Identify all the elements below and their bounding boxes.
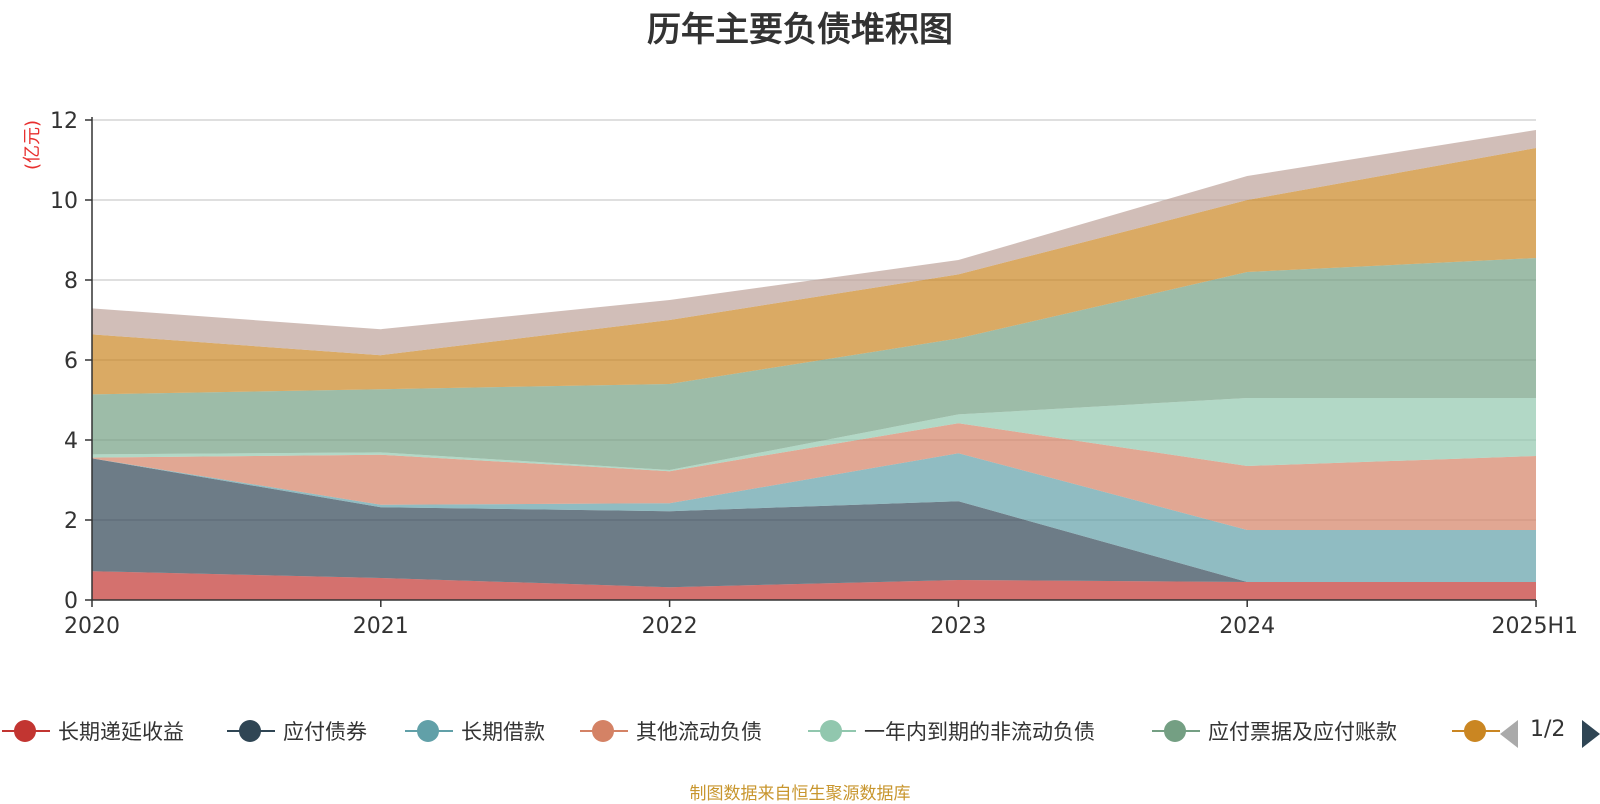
x-tick-label: 2021 <box>353 614 409 639</box>
area-series-0 <box>92 571 1536 600</box>
legend-marker-icon <box>1150 713 1202 749</box>
legend-page-indicator: 1/2 <box>1530 717 1566 742</box>
legend-item[interactable]: 其他流动负债 <box>578 713 762 749</box>
legend-item[interactable]: 一年内到期的非流动负债 <box>806 713 1095 749</box>
x-tick-label: 2022 <box>642 614 698 639</box>
legend-label: 长期递延收益 <box>58 720 184 744</box>
source-footer: 制图数据来自恒生聚源数据库 <box>689 784 911 804</box>
area-series <box>92 130 1536 600</box>
area-series-4 <box>92 398 1536 472</box>
legend-item[interactable]: 应付票据及应付账款 <box>1150 713 1397 749</box>
legend-label: 应付票据及应付账款 <box>1208 720 1397 744</box>
legend-pager: 1/2 <box>1500 713 1600 749</box>
legend-marker-icon <box>578 713 630 749</box>
area-series-1 <box>92 458 1536 588</box>
legend-marker-icon <box>0 713 52 749</box>
chart-title: 历年主要负债堆积图 <box>647 10 953 50</box>
y-tick-label: 0 <box>64 589 78 614</box>
y-axis-label: (亿元) <box>22 120 43 170</box>
area-series-2 <box>92 453 1536 582</box>
legend-label: 长期借款 <box>461 720 545 744</box>
legend-item[interactable]: 应付债券 <box>225 713 367 749</box>
x-tick-label: 2024 <box>1219 614 1275 639</box>
legend-marker-icon <box>806 713 858 749</box>
area-series-5 <box>92 258 1536 470</box>
legend-label: 应付债券 <box>283 720 367 744</box>
legend-next-page-button[interactable] <box>1582 720 1600 748</box>
legend-item[interactable] <box>1450 713 1502 749</box>
area-series-3 <box>92 423 1536 530</box>
legend-marker-icon <box>403 713 455 749</box>
y-tick-label: 12 <box>50 109 78 134</box>
area-series-6 <box>92 148 1536 395</box>
x-tick-label: 2025H1 <box>1491 614 1578 639</box>
axes: 0 2 4 6 8 10 12 2020 2021 2022 2023 2024 2025H1 (亿元) <box>22 109 1578 639</box>
y-tick-label: 10 <box>50 189 78 214</box>
legend-item[interactable]: 长期递延收益 <box>0 713 184 749</box>
area-series-7 <box>92 130 1536 356</box>
y-tick-label: 4 <box>64 429 78 454</box>
legend-marker-icon <box>1450 713 1502 749</box>
legend-prev-page-button[interactable] <box>1500 720 1518 748</box>
x-tick-label: 2023 <box>930 614 986 639</box>
legend-label: 一年内到期的非流动负债 <box>864 720 1095 744</box>
y-tick-label: 6 <box>64 349 78 374</box>
legend-marker-icon <box>225 713 277 749</box>
legend-label: 其他流动负债 <box>636 720 762 744</box>
y-tick-label: 8 <box>64 269 78 294</box>
legend-item[interactable]: 长期借款 <box>403 713 545 749</box>
y-tick-label: 2 <box>64 509 78 534</box>
x-tick-label: 2020 <box>64 614 120 639</box>
chart-legend: 长期递延收益 应付债券 长期借款 其他流动负债 一年内到期的非流动负债 应付票据及应付账款 <box>0 713 1600 749</box>
